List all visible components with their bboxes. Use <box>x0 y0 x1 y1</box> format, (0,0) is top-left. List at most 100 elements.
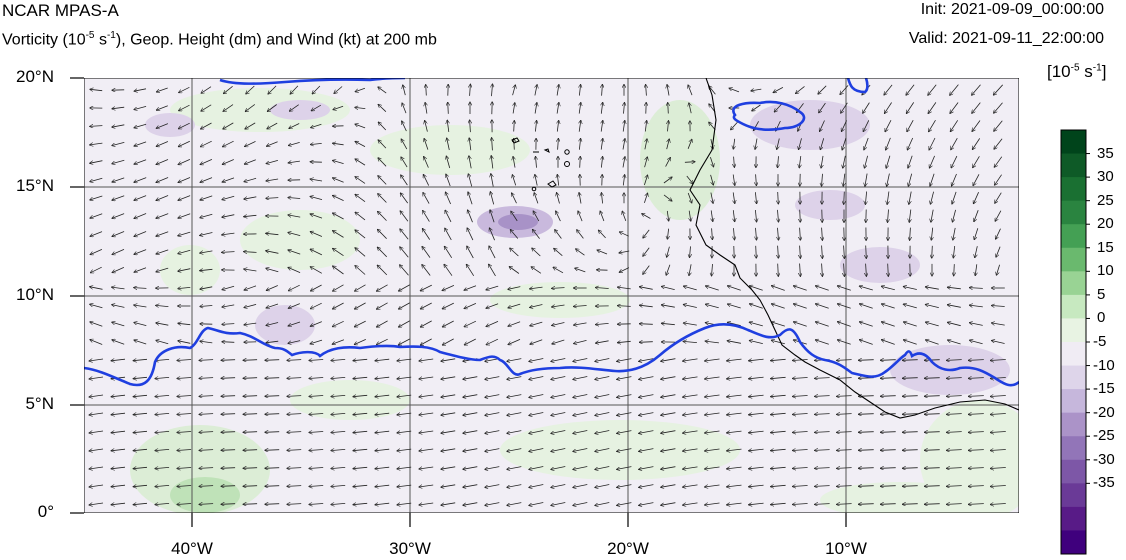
wind-arrow <box>836 468 852 469</box>
wind-arrow <box>972 120 981 132</box>
wind-arrow <box>463 376 478 380</box>
wind-arrow <box>994 174 1002 186</box>
wind-arrow <box>994 156 1003 168</box>
wind-arrow <box>552 322 565 326</box>
wind-arrow <box>643 229 650 238</box>
wind-arrow <box>90 340 103 345</box>
wind-arrow <box>486 321 499 326</box>
wind-arrow <box>90 89 103 90</box>
wind-arrow <box>946 378 962 379</box>
wind-arrow <box>222 159 234 165</box>
wind-arrow <box>778 209 779 222</box>
wind-arrow <box>928 84 937 96</box>
colorbar-label: 25 <box>1097 191 1114 209</box>
wind-arrow <box>90 231 103 237</box>
wind-arrow <box>573 448 588 452</box>
wind-arrow <box>156 177 169 183</box>
colorbar-swatch <box>1061 412 1086 437</box>
wind-arrow <box>555 230 562 239</box>
wind-arrow <box>397 485 412 487</box>
wind-arrow <box>887 191 889 205</box>
wind-arrow <box>902 360 918 361</box>
wind-arrow <box>354 302 366 309</box>
wind-arrow <box>221 486 236 487</box>
wind-arrow <box>645 121 646 132</box>
wind-arrow <box>532 229 540 239</box>
wind-arrow <box>469 138 471 151</box>
wind-arrow <box>996 264 1000 276</box>
colorbar-swatch <box>1061 318 1086 343</box>
wind-arrow <box>221 378 236 379</box>
wind-arrow <box>156 340 169 345</box>
wind-arrow <box>947 340 961 345</box>
wind-arrow <box>946 432 962 433</box>
wind-arrow <box>377 247 387 258</box>
wind-arrow <box>512 193 517 204</box>
wind-arrow <box>200 286 213 289</box>
wind-arrow <box>557 85 559 96</box>
wind-arrow <box>265 378 280 379</box>
wind-arrow <box>880 504 896 505</box>
wind-arrow <box>595 448 610 452</box>
wind-arrow <box>755 209 756 222</box>
wind-arrow <box>617 484 632 488</box>
wind-arrow <box>551 448 566 452</box>
wind-arrow <box>968 486 984 487</box>
wind-arrow <box>200 195 213 200</box>
wind-arrow <box>287 450 302 451</box>
wind-arrow <box>837 304 851 309</box>
wind-arrow <box>969 288 983 289</box>
wind-arrow <box>266 198 279 199</box>
wind-arrow <box>836 414 852 415</box>
wind-arrow <box>859 304 873 309</box>
wind-arrow <box>309 432 324 433</box>
wind-arrow <box>880 378 896 379</box>
wind-arrow <box>514 121 515 132</box>
wind-arrow <box>773 87 784 92</box>
wind-arrow <box>485 376 500 380</box>
wind-arrow <box>973 192 979 204</box>
wind-arrow <box>446 156 451 169</box>
wind-arrow <box>994 102 1003 113</box>
wind-arrow <box>310 232 323 237</box>
wind-arrow <box>287 486 302 487</box>
wind-arrow <box>820 138 825 150</box>
wind-arrow <box>155 431 170 432</box>
wind-arrow <box>133 413 148 414</box>
wind-arrow <box>422 246 431 258</box>
wind-arrow <box>888 263 889 277</box>
wind-arrow <box>441 484 456 487</box>
wind-arrow <box>749 485 764 487</box>
wind-arrow <box>401 175 408 186</box>
wind-arrow <box>880 396 896 397</box>
wind-arrow <box>579 193 581 204</box>
wind-arrow <box>309 504 324 505</box>
wind-arrow <box>661 376 676 380</box>
wind-arrow <box>287 360 302 361</box>
wind-arrow <box>90 322 103 327</box>
colorbar-swatch <box>1061 436 1086 461</box>
wind-arrow <box>711 192 713 204</box>
wind-arrow <box>507 466 522 470</box>
wind-arrow <box>558 138 559 150</box>
wind-arrow <box>842 137 847 150</box>
wind-arrow <box>858 504 874 505</box>
wind-arrow <box>843 173 845 187</box>
wind-arrow <box>902 396 918 397</box>
wind-arrow <box>947 305 961 308</box>
wind-arrow <box>111 467 126 469</box>
wind-arrow <box>705 467 720 469</box>
wind-arrow <box>310 196 323 200</box>
lon-label-40w: 40°W <box>171 539 213 558</box>
wind-arrow <box>792 414 808 415</box>
wind-arrow <box>266 233 279 234</box>
wind-arrow <box>727 304 741 309</box>
wind-arrow <box>990 468 1006 469</box>
wind-arrow <box>490 192 495 205</box>
wind-arrow <box>155 395 170 396</box>
wind-arrow <box>601 138 603 150</box>
wind-arrow <box>463 394 478 398</box>
wind-arrow <box>598 230 606 239</box>
wind-arrow <box>420 284 432 291</box>
wind-arrow <box>990 504 1006 505</box>
